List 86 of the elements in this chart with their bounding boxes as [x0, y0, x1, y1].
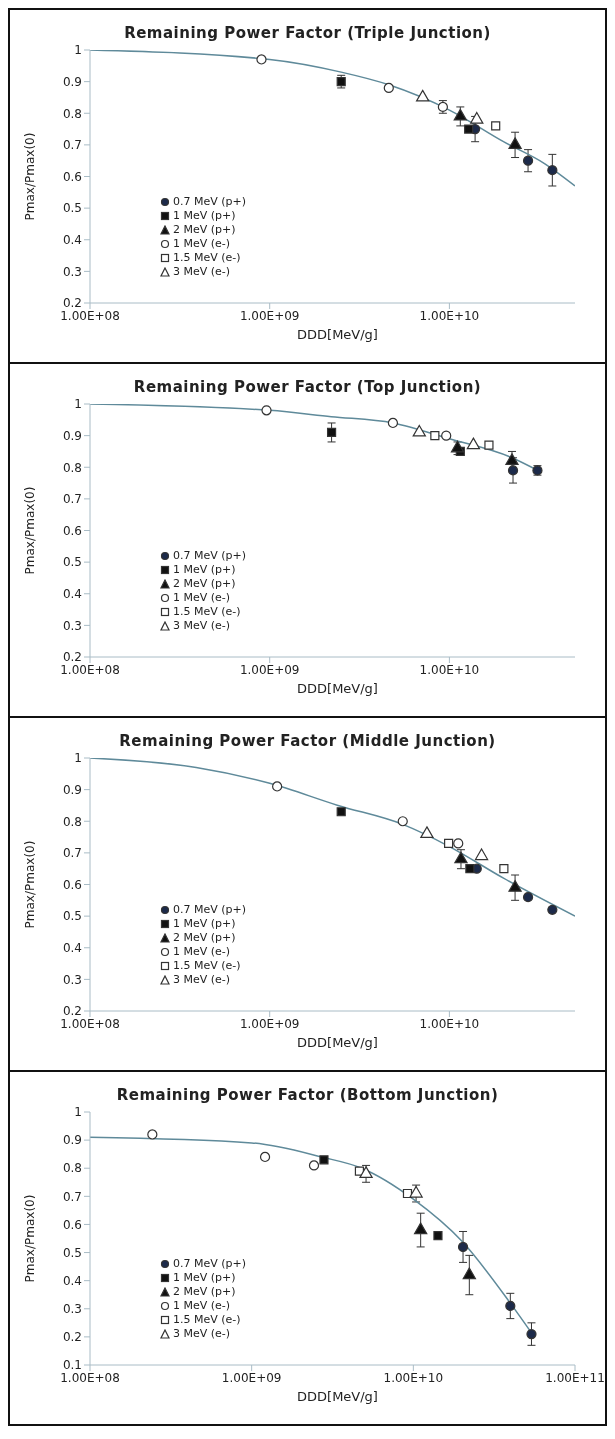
y-tick-label: 1 [74, 1105, 82, 1120]
x-tick-label: 1.00E+11 [545, 1370, 605, 1385]
chart-title: Remaining Power Factor (Top Junction) [132, 377, 483, 396]
y-tick-label: 0.7 [62, 1189, 82, 1204]
y-axis-title: Pmax/Pmax(0) [23, 486, 38, 575]
y-tick-label: 0.9 [62, 428, 82, 443]
y-tick-label: 0.4 [62, 587, 82, 602]
y-axis-title: Pmax/Pmax(0) [23, 132, 38, 221]
legend-label: 1.5 MeV (e-) [173, 959, 241, 973]
x-axis-title: DDD[MeV/g] [296, 1389, 379, 1404]
x-tick-label: 1.00E+10 [419, 308, 480, 323]
y-tick-label: 1 [74, 397, 82, 412]
legend-label: 3 MeV (e-) [173, 619, 231, 633]
legend-label: 1 MeV (e-) [173, 591, 231, 605]
legend-label: 1.5 MeV (e-) [173, 605, 241, 619]
legend-label: 0.7 MeV (p+) [173, 903, 247, 917]
y-tick-label: 0.3 [62, 264, 82, 279]
y-tick-label: 0.6 [62, 877, 82, 892]
y-tick-label: 0.2 [62, 650, 82, 665]
x-axis-title: DDD[MeV/g] [296, 681, 379, 696]
legend-label: 3 MeV (e-) [173, 265, 231, 279]
y-tick-label: 0.3 [62, 618, 82, 633]
legend-label: 1.5 MeV (e-) [173, 251, 241, 265]
y-tick-label: 0.8 [62, 106, 82, 121]
chart-title: Remaining Power Factor (Bottom Junction) [115, 1085, 500, 1104]
x-tick-label: 1.00E+08 [60, 662, 120, 677]
legend-label: 0.7 MeV (p+) [173, 1257, 247, 1271]
legend-label: 2 MeV (p+) [173, 1285, 236, 1299]
chart-title: Remaining Power Factor (Middle Junction) [118, 731, 497, 750]
y-tick-label: 0.7 [62, 846, 82, 861]
y-tick-label: 0.6 [62, 523, 82, 538]
legend-label: 1 MeV (e-) [173, 1299, 231, 1313]
legend-label: 1 MeV (p+) [173, 209, 236, 223]
y-tick-label: 0.4 [62, 1273, 82, 1288]
y-tick-label: 0.9 [62, 1133, 82, 1148]
x-tick-label: 1.00E+09 [221, 1370, 282, 1385]
y-tick-label: 1 [74, 43, 82, 58]
y-tick-label: 1 [74, 751, 82, 766]
x-tick-label: 1.00E+10 [419, 662, 480, 677]
y-axis-title: Pmax/Pmax(0) [23, 840, 38, 929]
x-tick-label: 1.00E+10 [383, 1370, 444, 1385]
x-tick-label: 1.00E+09 [239, 662, 300, 677]
y-tick-label: 0.5 [62, 201, 82, 216]
y-tick-label: 0.5 [62, 909, 82, 924]
legend-label: 2 MeV (p+) [173, 931, 236, 945]
y-tick-label: 0.9 [62, 74, 82, 89]
x-tick-label: 1.00E+08 [60, 1016, 120, 1031]
legend-label: 1 MeV (p+) [173, 1271, 236, 1285]
x-tick-label: 1.00E+09 [239, 1016, 300, 1031]
legend-label: 2 MeV (p+) [173, 223, 236, 237]
y-tick-label: 0.8 [62, 814, 82, 829]
y-tick-label: 0.7 [62, 138, 82, 153]
y-tick-label: 0.7 [62, 492, 82, 507]
x-axis-title: DDD[MeV/g] [296, 1035, 379, 1050]
legend-label: 2 MeV (p+) [173, 577, 236, 591]
x-axis-title: DDD[MeV/g] [296, 327, 379, 342]
y-tick-label: 0.2 [62, 1004, 82, 1019]
y-axis-title: Pmax/Pmax(0) [23, 1194, 38, 1283]
legend-label: 1.5 MeV (e-) [173, 1313, 241, 1327]
y-tick-label: 0.4 [62, 233, 82, 248]
y-tick-label: 0.8 [62, 1161, 82, 1176]
legend-label: 1 MeV (e-) [173, 945, 231, 959]
legend-label: 3 MeV (e-) [173, 1327, 231, 1341]
legend-label: 1 MeV (p+) [173, 917, 236, 931]
y-tick-label: 0.3 [62, 972, 82, 987]
legend-label: 1 MeV (e-) [173, 237, 231, 251]
y-tick-label: 0.6 [62, 1217, 82, 1232]
legend-label: 1 MeV (p+) [173, 563, 236, 577]
x-tick-label: 1.00E+08 [60, 308, 120, 323]
y-tick-label: 0.6 [62, 169, 82, 184]
x-tick-label: 1.00E+08 [60, 1370, 120, 1385]
legend-label: 0.7 MeV (p+) [173, 195, 247, 209]
y-tick-label: 0.5 [62, 555, 82, 570]
x-tick-label: 1.00E+09 [239, 308, 300, 323]
y-tick-label: 0.9 [62, 782, 82, 797]
y-tick-label: 0.8 [62, 460, 82, 475]
y-tick-label: 0.2 [62, 296, 82, 311]
y-tick-label: 0.1 [62, 1358, 82, 1373]
legend-label: 3 MeV (e-) [173, 973, 231, 987]
y-tick-label: 0.3 [62, 1302, 82, 1317]
chart-title: Remaining Power Factor (Triple Junction) [123, 23, 492, 42]
legend-label: 0.7 MeV (p+) [173, 549, 247, 563]
x-tick-label: 1.00E+10 [419, 1016, 480, 1031]
y-tick-label: 0.4 [62, 941, 82, 956]
y-tick-label: 0.5 [62, 1245, 82, 1260]
y-tick-label: 0.2 [62, 1330, 82, 1345]
